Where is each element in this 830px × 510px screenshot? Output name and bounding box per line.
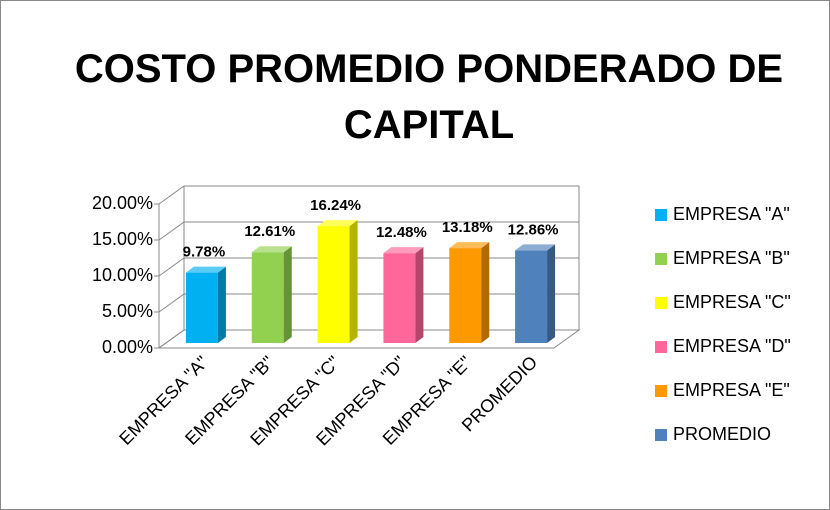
value-label: 9.78%: [183, 244, 226, 261]
value-label: 16.24%: [310, 197, 361, 214]
grid-line: [158, 293, 579, 313]
value-label: 12.48%: [376, 224, 427, 241]
bar-side: [349, 220, 358, 343]
value-label: 12.86%: [508, 221, 559, 238]
y-tick-label: 5.00%: [102, 301, 153, 321]
chart-title: COSTO PROMEDIO PONDERADO DE CAPITAL: [74, 47, 784, 147]
grid-line: [158, 221, 579, 241]
value-label: 12.61%: [244, 223, 295, 240]
legend-label: EMPRESA "D": [673, 336, 791, 356]
y-tick-label: 0.00%: [102, 337, 153, 357]
legend-label: PROMEDIO: [673, 424, 771, 444]
legend-swatch: [655, 341, 667, 353]
bar-top: [317, 220, 358, 227]
legend-swatch: [655, 385, 667, 397]
grid-line: [158, 257, 579, 277]
legend-swatch: [655, 253, 667, 265]
bar: [251, 252, 284, 343]
grid-line: [158, 329, 579, 349]
bar-side: [217, 266, 226, 343]
bar-top: [251, 246, 292, 253]
bar: [383, 253, 416, 343]
legend-label: EMPRESA "E": [673, 380, 790, 400]
y-tick-label: 10.00%: [92, 265, 153, 285]
bar-side: [547, 244, 556, 343]
legend-label: EMPRESA "B": [673, 248, 790, 268]
bar: [449, 248, 482, 343]
y-tick-label: 15.00%: [92, 229, 153, 249]
bar-top: [185, 266, 226, 273]
legend-swatch: [655, 429, 667, 441]
bar: [515, 250, 548, 343]
legend-swatch: [655, 209, 667, 221]
bar-side: [283, 246, 292, 343]
bar-side: [415, 247, 424, 343]
grid-line: [158, 185, 579, 205]
legend-swatch: [655, 297, 667, 309]
bar-top: [449, 242, 490, 249]
bar-top: [383, 247, 424, 254]
bar-top: [515, 244, 556, 251]
bar: [317, 226, 350, 343]
legend-label: EMPRESA "C": [673, 292, 791, 312]
bar: [185, 272, 218, 343]
value-label: 13.18%: [442, 219, 493, 236]
bar-side: [481, 242, 490, 343]
legend-label: EMPRESA "A": [673, 204, 790, 224]
y-tick-label: 20.00%: [92, 193, 153, 213]
